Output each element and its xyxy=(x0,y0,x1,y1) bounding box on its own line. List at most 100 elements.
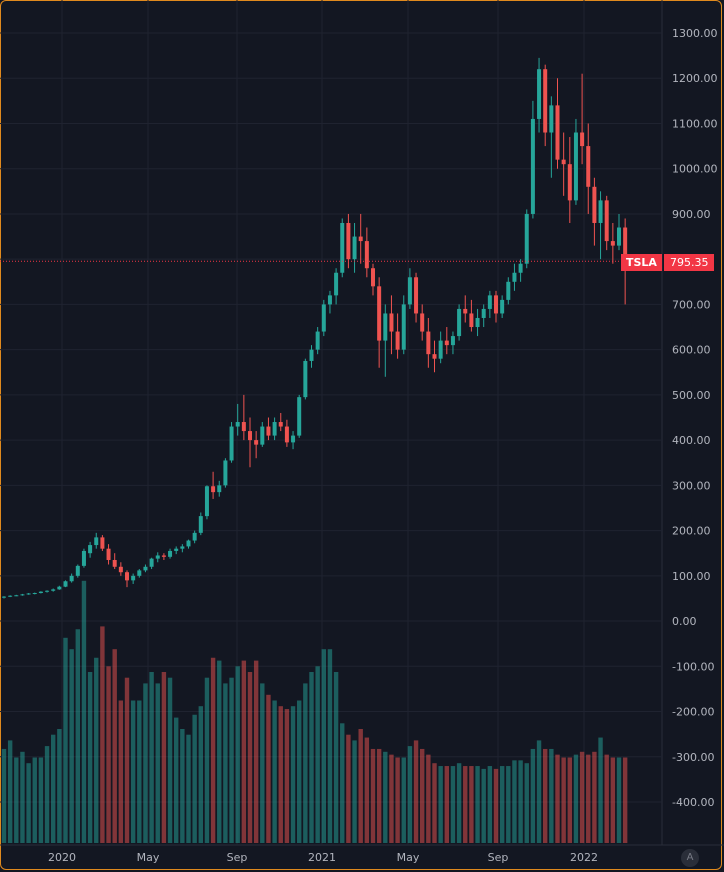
candle xyxy=(75,564,80,578)
volume-bar xyxy=(149,672,154,843)
volume-bar xyxy=(358,729,363,843)
y-tick-label: 200.00 xyxy=(672,525,711,538)
candle xyxy=(561,132,566,196)
candle-body xyxy=(211,486,216,493)
candle xyxy=(432,340,437,373)
candle xyxy=(592,177,597,246)
candle xyxy=(20,593,25,596)
candle-body xyxy=(377,286,382,341)
candle xyxy=(457,304,462,341)
candle-body xyxy=(112,559,117,567)
x-tick-label: 2022 xyxy=(570,851,598,864)
candle-body xyxy=(506,281,511,300)
x-tick-label: Sep xyxy=(488,851,509,864)
x-tick-label: 2020 xyxy=(48,851,76,864)
candle-body xyxy=(457,308,462,337)
candle xyxy=(278,412,283,432)
candle xyxy=(303,358,308,400)
volume-bar xyxy=(161,672,167,843)
y-tick-label: 400.00 xyxy=(672,434,711,447)
candle-body xyxy=(438,340,443,359)
volume-bar xyxy=(75,629,80,843)
candle xyxy=(580,73,585,165)
candle-body xyxy=(389,313,394,332)
y-tick-label: 700.00 xyxy=(672,298,711,311)
candle-body xyxy=(131,575,136,581)
volume-bar xyxy=(266,694,271,843)
y-tick-label: 1000.00 xyxy=(672,163,718,176)
candle xyxy=(617,213,621,251)
candle xyxy=(112,553,117,570)
candle-body xyxy=(217,485,222,493)
y-axis: 1300.001200.001100.001000.00900.00800.00… xyxy=(672,27,718,809)
volume-bar xyxy=(499,766,505,843)
candle-body xyxy=(155,555,160,559)
candle-body xyxy=(420,313,425,332)
candle xyxy=(106,544,111,565)
volume-bar xyxy=(260,683,265,843)
candle-body xyxy=(444,340,449,346)
volume-bar xyxy=(69,649,74,843)
volume-bar xyxy=(223,683,228,843)
volume-bar xyxy=(192,714,197,843)
candle-body xyxy=(321,304,326,332)
candle-body xyxy=(500,299,505,314)
volume-bar xyxy=(364,737,370,843)
candle xyxy=(284,419,289,447)
volume-bar xyxy=(346,734,351,843)
candle-body xyxy=(623,227,628,262)
candle-body xyxy=(8,595,13,597)
candle-body xyxy=(248,431,252,441)
candle xyxy=(186,539,191,549)
volume-bar xyxy=(352,740,357,843)
candle-body xyxy=(346,222,351,260)
candles xyxy=(2,57,628,599)
volume-bar xyxy=(383,751,388,843)
candle-body xyxy=(352,236,357,260)
volume-bar xyxy=(450,766,456,843)
volume-bar xyxy=(155,683,160,843)
candle xyxy=(248,417,252,468)
volume-bar xyxy=(536,740,542,843)
volume-bar xyxy=(407,746,413,843)
volume-bar xyxy=(124,677,130,843)
volume-bar xyxy=(315,666,320,843)
candle xyxy=(63,580,68,588)
candle-body xyxy=(63,581,68,587)
candle-body xyxy=(186,540,191,547)
volume-bar xyxy=(469,766,474,843)
volume-bar xyxy=(432,763,437,843)
candle xyxy=(383,304,388,377)
candle-body xyxy=(383,313,388,341)
volume-bar xyxy=(487,766,493,843)
candle xyxy=(69,573,74,583)
auto-scale-button[interactable]: A xyxy=(681,849,699,867)
volume-bar xyxy=(327,649,333,843)
volume-bar xyxy=(573,754,579,843)
candle-body xyxy=(297,397,302,436)
candle-body xyxy=(26,593,31,595)
volume-bar xyxy=(112,649,117,843)
candle xyxy=(155,552,160,563)
candle xyxy=(137,569,142,578)
candle xyxy=(254,431,259,459)
y-tick-label: 1300.00 xyxy=(672,27,718,40)
candle-body xyxy=(198,516,203,533)
price-tag: TSLA 795.35 xyxy=(621,254,715,271)
candle xyxy=(610,222,615,264)
candle xyxy=(334,268,339,305)
volume-bar xyxy=(340,723,345,843)
volume-bar xyxy=(413,740,419,843)
candle-body xyxy=(567,164,572,201)
candle xyxy=(309,345,314,368)
volume-bar xyxy=(426,754,431,843)
volume-bar xyxy=(278,706,283,843)
volume-bar xyxy=(389,754,394,843)
volume-bar xyxy=(32,757,37,843)
volume-bar xyxy=(180,729,185,843)
y-tick-label: 100.00 xyxy=(672,570,711,583)
candle xyxy=(500,295,505,318)
volume-bar xyxy=(81,580,87,843)
candle-body xyxy=(610,241,615,246)
